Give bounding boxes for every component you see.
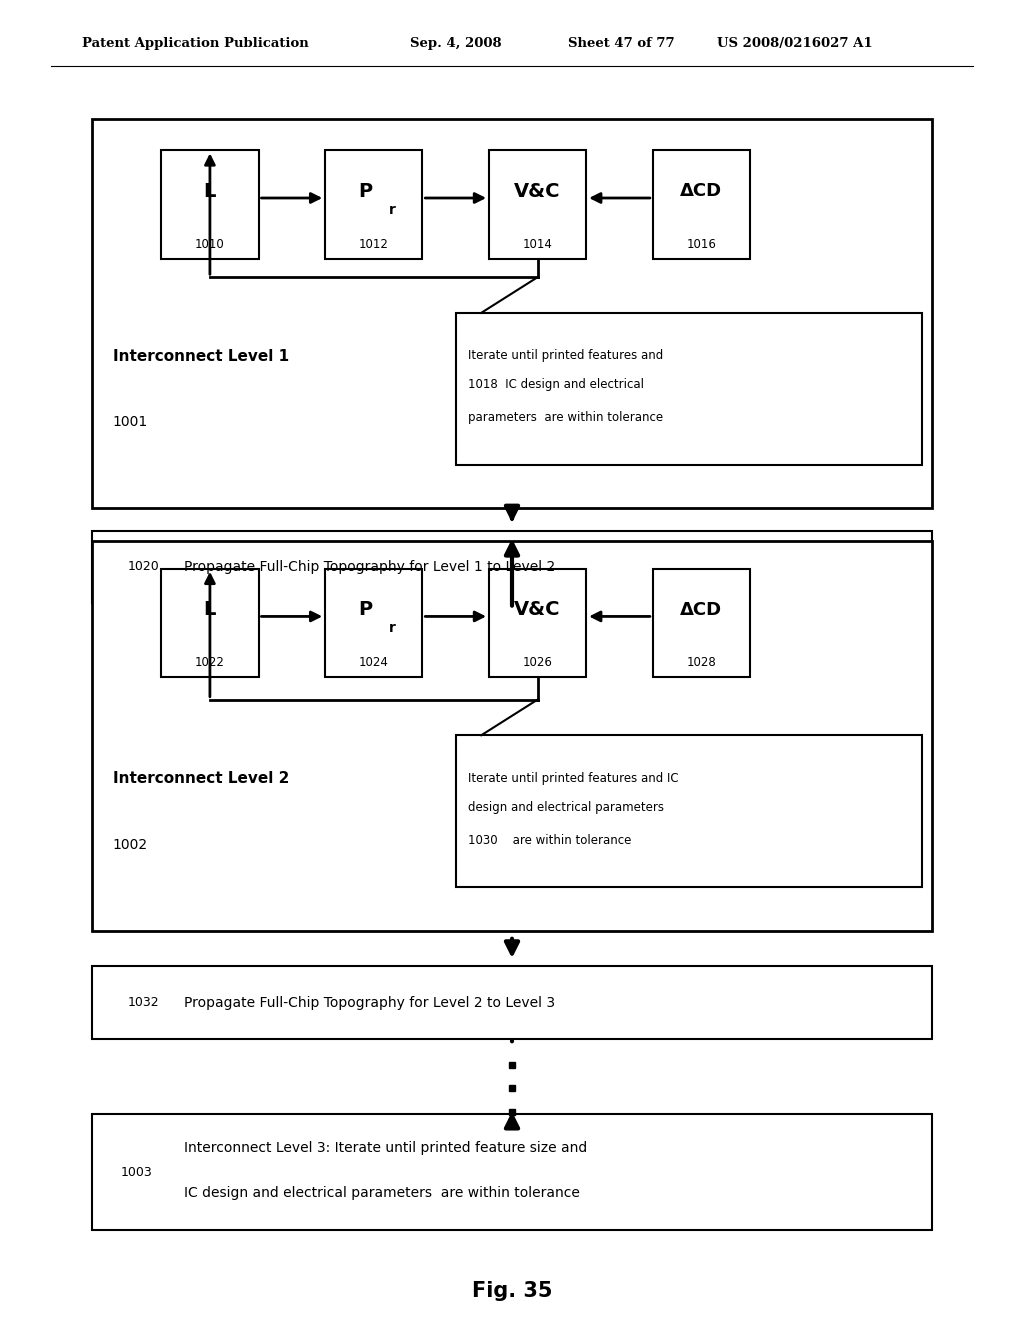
Text: 1018  IC design and electrical: 1018 IC design and electrical xyxy=(468,379,644,391)
Bar xyxy=(326,150,422,259)
Text: parameters  are within tolerance: parameters are within tolerance xyxy=(468,412,664,424)
Text: 1022: 1022 xyxy=(195,656,225,669)
Text: 1020: 1020 xyxy=(128,561,160,573)
Bar xyxy=(161,150,258,259)
Text: design and electrical parameters: design and electrical parameters xyxy=(468,801,664,813)
Text: L: L xyxy=(204,601,216,619)
Bar xyxy=(456,735,922,887)
Text: Patent Application Publication: Patent Application Publication xyxy=(82,37,308,50)
Text: Sheet 47 of 77: Sheet 47 of 77 xyxy=(568,37,675,50)
Bar xyxy=(92,119,932,508)
Bar xyxy=(489,569,586,677)
Bar xyxy=(92,541,932,931)
Text: Iterate until printed features and: Iterate until printed features and xyxy=(468,350,664,362)
Text: ΔCD: ΔCD xyxy=(680,182,723,201)
Text: Interconnect Level 3: Iterate until printed feature size and: Interconnect Level 3: Iterate until prin… xyxy=(184,1142,588,1155)
Bar xyxy=(161,569,258,677)
Text: 1016: 1016 xyxy=(686,238,717,251)
Bar xyxy=(92,1114,932,1230)
Text: Propagate Full-Chip Topography for Level 1 to Level 2: Propagate Full-Chip Topography for Level… xyxy=(184,560,556,574)
Text: 1002: 1002 xyxy=(113,838,147,851)
Text: P: P xyxy=(358,601,373,619)
Text: Sep. 4, 2008: Sep. 4, 2008 xyxy=(410,37,501,50)
Text: P: P xyxy=(358,182,373,201)
Text: 1001: 1001 xyxy=(113,416,147,429)
Bar xyxy=(653,569,750,677)
Text: r: r xyxy=(389,203,395,216)
Text: ΔCD: ΔCD xyxy=(680,601,723,619)
Text: V&C: V&C xyxy=(514,182,561,201)
Text: 1003: 1003 xyxy=(121,1166,153,1179)
Text: 1030    are within tolerance: 1030 are within tolerance xyxy=(468,834,632,846)
Text: Propagate Full-Chip Topography for Level 2 to Level 3: Propagate Full-Chip Topography for Level… xyxy=(184,995,555,1010)
Text: V&C: V&C xyxy=(514,601,561,619)
Text: 1010: 1010 xyxy=(195,238,225,251)
Text: 1012: 1012 xyxy=(358,238,389,251)
Bar xyxy=(653,150,750,259)
Text: 1032: 1032 xyxy=(128,997,160,1008)
Text: Interconnect Level 2: Interconnect Level 2 xyxy=(113,771,289,787)
Text: Iterate until printed features and IC: Iterate until printed features and IC xyxy=(468,772,679,784)
Text: IC design and electrical parameters  are within tolerance: IC design and electrical parameters are … xyxy=(184,1187,581,1200)
Bar xyxy=(326,569,422,677)
Text: 1014: 1014 xyxy=(522,238,553,251)
Bar xyxy=(456,313,922,465)
Text: US 2008/0216027 A1: US 2008/0216027 A1 xyxy=(717,37,872,50)
Text: 1028: 1028 xyxy=(686,656,717,669)
Text: 1026: 1026 xyxy=(522,656,553,669)
Text: 1024: 1024 xyxy=(358,656,389,669)
Bar xyxy=(489,150,586,259)
Text: Interconnect Level 1: Interconnect Level 1 xyxy=(113,348,289,364)
Text: L: L xyxy=(204,182,216,201)
Bar xyxy=(92,531,932,603)
Bar xyxy=(92,966,932,1039)
Text: r: r xyxy=(389,622,395,635)
Text: Fig. 35: Fig. 35 xyxy=(472,1280,552,1302)
